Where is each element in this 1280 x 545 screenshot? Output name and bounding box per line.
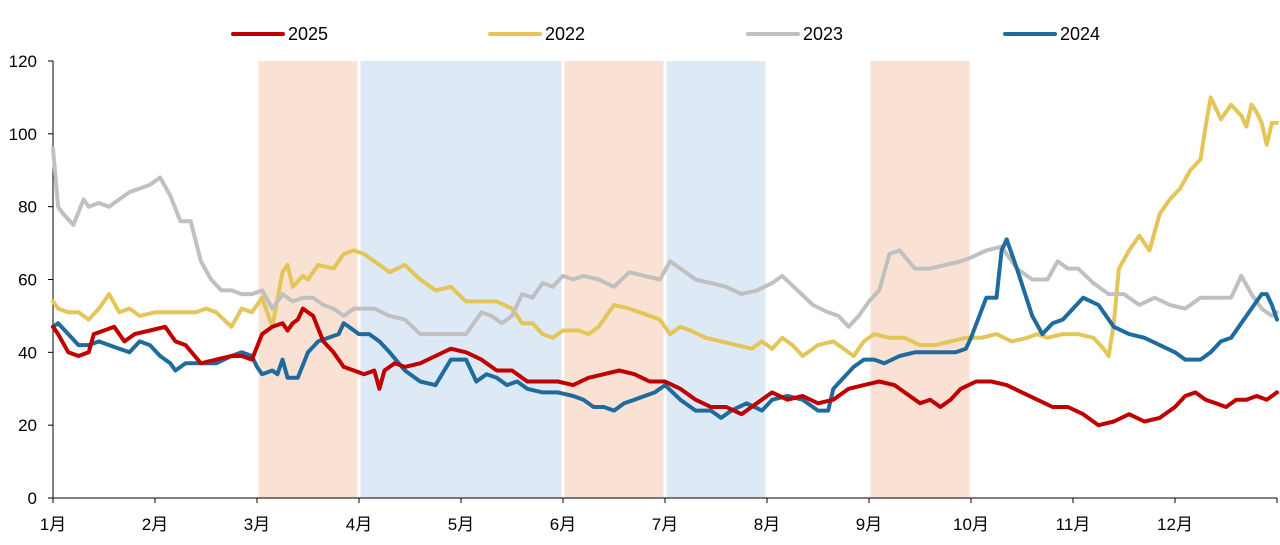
- legend-label-2024: 2024: [1060, 24, 1100, 44]
- x-tick-label: 12月: [1157, 515, 1193, 534]
- shaded-period-4: [666, 61, 766, 498]
- series-line-2023: [51, 146, 1279, 337]
- legend: 2025 2022 2023 2024: [231, 24, 1100, 44]
- x-tick-label: 1月: [40, 515, 66, 534]
- x-tick-label: 7月: [652, 515, 678, 534]
- shaded-period-3: [564, 61, 664, 498]
- legend-label-2023: 2023: [803, 24, 843, 44]
- x-tick-label: 5月: [448, 515, 474, 534]
- x-tick-label: 10月: [953, 515, 989, 534]
- axes: [52, 61, 1277, 499]
- x-tick-label: 6月: [550, 515, 576, 534]
- series-lines: [51, 95, 1279, 428]
- y-tick-label: 0: [28, 489, 37, 508]
- shaded-periods: [258, 61, 970, 498]
- series-line-2024: [51, 237, 1279, 420]
- y-tick-label: 60: [18, 271, 37, 290]
- y-tick-label: 20: [18, 416, 37, 435]
- x-tick-label: 2月: [142, 515, 168, 534]
- x-tick-label: 11月: [1056, 515, 1091, 534]
- x-tick-label: 4月: [346, 515, 372, 534]
- x-tick-label: 9月: [856, 515, 882, 534]
- x-axis-ticks: 1月 2月 3月 4月 5月 6月 7月 8月 9月 10月 11月 12月: [40, 498, 1278, 534]
- shaded-period-5: [870, 61, 970, 498]
- legend-label-2022: 2022: [545, 24, 585, 44]
- x-tick-label: 3月: [244, 515, 270, 534]
- y-tick-label: 120: [9, 52, 37, 71]
- legend-label-2025: 2025: [288, 24, 328, 44]
- y-tick-label: 40: [18, 343, 37, 362]
- x-tick-label: 8月: [754, 515, 780, 534]
- series-line-2025: [51, 306, 1279, 428]
- series-line-2022: [51, 95, 1279, 358]
- y-tick-label: 100: [9, 125, 37, 144]
- y-axis-ticks: 0 20 40 60 80 100 120: [9, 52, 53, 508]
- shaded-period-2: [360, 61, 562, 498]
- y-tick-label: 80: [18, 198, 37, 217]
